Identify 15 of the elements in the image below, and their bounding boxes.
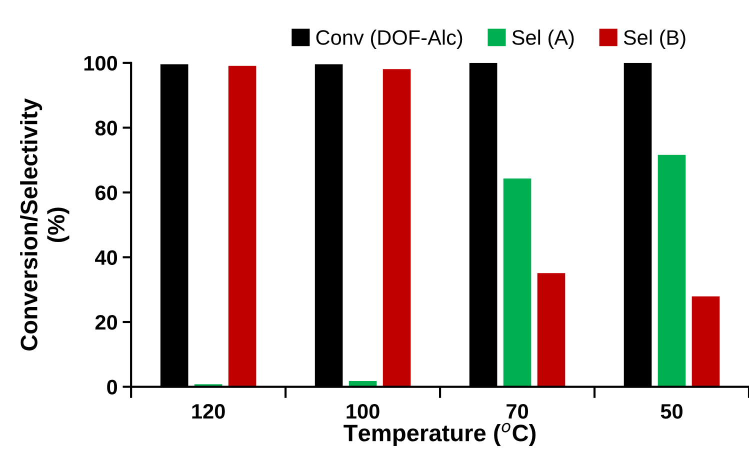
x-axis-title: Temperature ($^{o}$C) — [344, 422, 536, 446]
x-tick-label: 50 — [660, 404, 682, 419]
legend-label: Sel (B) — [624, 30, 686, 50]
y-tick-label: 0 — [107, 380, 118, 395]
y-tick-label: 80 — [95, 120, 118, 136]
x-tick-label: 100 — [346, 404, 380, 419]
y-tick-label: 20 — [95, 315, 118, 330]
legend-label: Sel (A) — [512, 30, 574, 50]
y-axis-title: Conversion/Selectivity (%) — [20, 98, 70, 350]
legend-label: Conv (DOF-Alc) — [316, 30, 462, 50]
y-tick-label: 60 — [95, 185, 118, 200]
y-tick-label: 100 — [84, 56, 118, 71]
y-tick-label: 40 — [95, 250, 118, 265]
x-tick-label: 120 — [192, 404, 225, 419]
x-tick-label: 70 — [506, 404, 528, 419]
